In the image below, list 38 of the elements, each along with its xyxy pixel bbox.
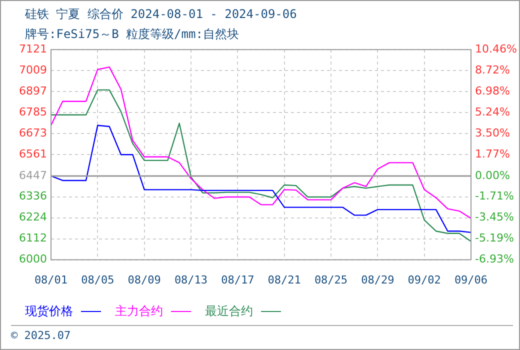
- y2-tick-label: 10.46%: [475, 42, 517, 56]
- y-tick-label: 6000: [19, 252, 47, 266]
- chart-subtitle: 牌号:FeSi75～B 粒度等级/mm:自然块: [25, 26, 239, 43]
- y2-tick-label: 1.77%: [475, 148, 510, 160]
- y2-tick-label: -6.93%: [475, 252, 514, 266]
- y2-tick-label: 8.72%: [475, 63, 510, 76]
- y-tick-label: 6897: [19, 84, 47, 98]
- x-tick-label: 08/05: [81, 273, 114, 286]
- y-tick-label: 6447: [19, 168, 47, 182]
- x-tick-label: 08/17: [221, 273, 254, 286]
- y2-tick-label: 6.98%: [475, 84, 510, 98]
- y-tick-label: 6561: [19, 147, 47, 160]
- x-tick-label: 08/25: [314, 273, 348, 286]
- legend-label: 主力合约: [115, 303, 164, 320]
- x-tick-label: 08/01: [34, 273, 68, 286]
- x-tick-label: 09/02: [408, 273, 441, 286]
- y-tick-label: 6336: [19, 190, 47, 203]
- y2-tick-label: 5.24%: [475, 106, 510, 119]
- y-tick-label: 6112: [19, 232, 47, 245]
- y2-tick-label: -5.19%: [475, 232, 514, 245]
- y-tick-label: 6224: [19, 210, 47, 224]
- chart-title: 硅铁 宁夏 综合价 2024-08-01 - 2024-09-06: [25, 6, 297, 23]
- y2-tick-label: -1.71%: [475, 190, 514, 203]
- y2-tick-label: -3.45%: [475, 210, 514, 224]
- y-tick-label: 6785: [19, 105, 47, 118]
- x-tick-label: 08/21: [268, 273, 301, 286]
- x-tick-label: 08/09: [128, 273, 161, 286]
- x-tick-label: 08/13: [174, 273, 208, 286]
- y2-tick-label: 0.00%: [475, 168, 510, 182]
- y2-tick-label: 3.50%: [475, 126, 510, 140]
- y-tick-label: 7009: [19, 63, 47, 76]
- legend-label: 现货价格: [25, 303, 74, 320]
- legend-label: 最近合约: [205, 303, 254, 320]
- x-tick-label: 08/29: [361, 273, 394, 286]
- y-tick-label: 6673: [19, 126, 47, 140]
- x-tick-label: 09/06: [454, 273, 488, 286]
- y-tick-label: 7121: [19, 42, 47, 56]
- text: © 2025.07: [11, 329, 71, 342]
